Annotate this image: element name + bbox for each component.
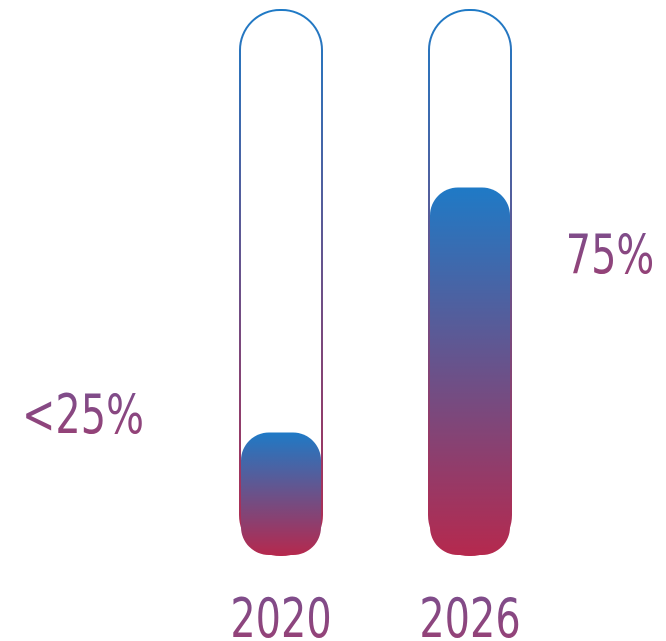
value-label-2026: 75%: [566, 223, 655, 286]
bar-2020: [241, 432, 321, 555]
bar-2026: [430, 187, 510, 555]
category-label-2020: 2020: [230, 587, 331, 641]
fill-layer: [241, 187, 510, 555]
category-label-2026: 2026: [419, 587, 520, 641]
label-layer: 2020 <25% 2026 75%: [22, 223, 654, 641]
value-label-2020: <25%: [22, 383, 144, 446]
